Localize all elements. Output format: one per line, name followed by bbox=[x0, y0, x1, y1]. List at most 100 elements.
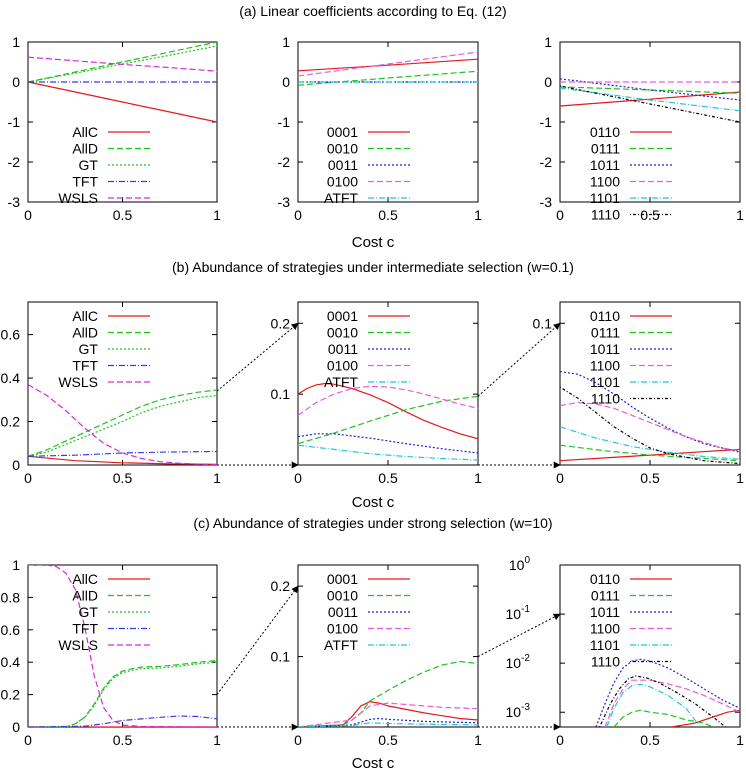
legend-label-1101: 1101 bbox=[590, 374, 620, 390]
legend-label-0100: 0100 bbox=[327, 621, 358, 637]
y-tick-label: 10-3 bbox=[506, 702, 531, 720]
y-tick-label: 0.2 bbox=[271, 578, 291, 594]
y-tick-label: 0 bbox=[282, 74, 290, 90]
series-line-TFT bbox=[28, 715, 217, 727]
legend-label-0110: 0110 bbox=[590, 571, 620, 587]
legend-label-1100: 1100 bbox=[590, 174, 620, 190]
series-line-0001 bbox=[298, 700, 478, 727]
x-tick-label: 0 bbox=[24, 470, 32, 486]
y-tick-label: 0.4 bbox=[1, 370, 21, 386]
x-tick-label: 0.5 bbox=[640, 470, 660, 486]
y-tick-exponent: -3 bbox=[521, 702, 530, 713]
series-line-ATFT bbox=[298, 444, 478, 461]
legend-label-WSLS: WSLS bbox=[58, 190, 98, 206]
legend-label-0001: 0001 bbox=[327, 571, 358, 587]
x-tick-label: 0.5 bbox=[378, 732, 398, 748]
x-tick-label: 0 bbox=[294, 732, 302, 748]
y-tick-label: 10-1 bbox=[506, 604, 531, 622]
legend-label-AllC: AllC bbox=[72, 308, 98, 324]
legend-label-1110: 1110 bbox=[591, 391, 620, 407]
y-tick-label: 0.8 bbox=[1, 589, 21, 605]
legend-label-1101: 1101 bbox=[590, 190, 620, 206]
zoom-connector-top bbox=[477, 613, 561, 658]
y-tick-label: 0.2 bbox=[1, 414, 21, 430]
plot-frame bbox=[559, 41, 741, 203]
y-tick-label: -2 bbox=[8, 154, 21, 170]
legend-label-ATFT: ATFT bbox=[324, 374, 358, 390]
y-tick-label: 0.1 bbox=[271, 386, 291, 402]
x-tick-label: 1 bbox=[474, 732, 482, 748]
y-tick-label: -1 bbox=[540, 114, 553, 130]
series-line-1100 bbox=[560, 401, 740, 452]
legend-label-1011: 1011 bbox=[590, 604, 620, 620]
series-line-1110 bbox=[560, 85, 740, 123]
legend-label-0001: 0001 bbox=[327, 124, 358, 140]
legend-label-0110: 0110 bbox=[590, 308, 620, 324]
legend-label-WSLS: WSLS bbox=[58, 637, 98, 653]
y-tick-label: 100 bbox=[509, 555, 531, 573]
x-tick-label: 1 bbox=[474, 207, 482, 223]
series-line-AllC bbox=[28, 81, 217, 123]
y-tick-label: 0 bbox=[12, 719, 20, 735]
legend-label-WSLS: WSLS bbox=[58, 374, 98, 390]
zoom-connector-top bbox=[216, 585, 299, 695]
series-line-0111 bbox=[560, 86, 740, 94]
zoom-connector-top bbox=[216, 322, 299, 392]
zoom-connector-top bbox=[477, 322, 561, 397]
y-tick-label: -2 bbox=[540, 154, 553, 170]
y-tick-label: 10-2 bbox=[506, 653, 531, 671]
x-tick-label: 1 bbox=[213, 732, 221, 748]
legend-label-0011: 0011 bbox=[328, 604, 358, 620]
y-tick-label: 1 bbox=[12, 557, 20, 573]
x-axis-label-c: Cost c bbox=[352, 755, 395, 772]
x-tick-label: 1 bbox=[736, 732, 744, 748]
y-tick-label: -1 bbox=[8, 114, 21, 130]
x-axis-label-a: Cost c bbox=[352, 234, 395, 251]
x-tick-label: 1 bbox=[213, 207, 221, 223]
legend-label-1101: 1101 bbox=[590, 637, 620, 653]
series-line-GT bbox=[28, 661, 217, 727]
row-title-a: (a) Linear coefficients according to Eq.… bbox=[239, 3, 506, 19]
series-line-1100 bbox=[604, 679, 740, 727]
y-tick-exponent: 0 bbox=[524, 555, 530, 566]
x-axis-label-b: Cost c bbox=[352, 494, 395, 511]
x-tick-label: 0.5 bbox=[113, 732, 133, 748]
row-title-b: (b) Abundance of strategies under interm… bbox=[172, 259, 574, 275]
x-tick-label: 0.5 bbox=[378, 207, 398, 223]
x-tick-label: 1 bbox=[474, 470, 482, 486]
legend-label-1011: 1011 bbox=[590, 157, 620, 173]
series-line-AllD bbox=[28, 660, 217, 727]
series-line-WSLS bbox=[28, 384, 217, 465]
y-tick-label: 0 bbox=[12, 457, 20, 473]
legend-label-GT: GT bbox=[79, 604, 99, 620]
legend-label-0011: 0011 bbox=[328, 341, 358, 357]
legend-label-GT: GT bbox=[79, 341, 99, 357]
legend-label-0111: 0111 bbox=[591, 588, 620, 604]
series-line-GT bbox=[28, 394, 217, 457]
legend-label-ATFT: ATFT bbox=[324, 190, 358, 206]
series-line-0011 bbox=[298, 717, 478, 727]
legend-label-0100: 0100 bbox=[327, 358, 358, 374]
legend-label-1110: 1110 bbox=[591, 207, 620, 223]
x-tick-label: 0 bbox=[556, 470, 564, 486]
legend-label-1011: 1011 bbox=[590, 341, 620, 357]
series-line-0010 bbox=[298, 70, 478, 86]
legend-label-TFT: TFT bbox=[72, 174, 98, 190]
legend-label-1100: 1100 bbox=[590, 621, 620, 637]
y-tick-label: 0.6 bbox=[1, 622, 21, 638]
x-tick-label: 0.5 bbox=[640, 732, 660, 748]
legend-label-0111: 0111 bbox=[591, 141, 620, 157]
x-tick-label: 1 bbox=[213, 470, 221, 486]
series-line-0111 bbox=[560, 444, 740, 462]
series-line-0001 bbox=[298, 58, 478, 72]
